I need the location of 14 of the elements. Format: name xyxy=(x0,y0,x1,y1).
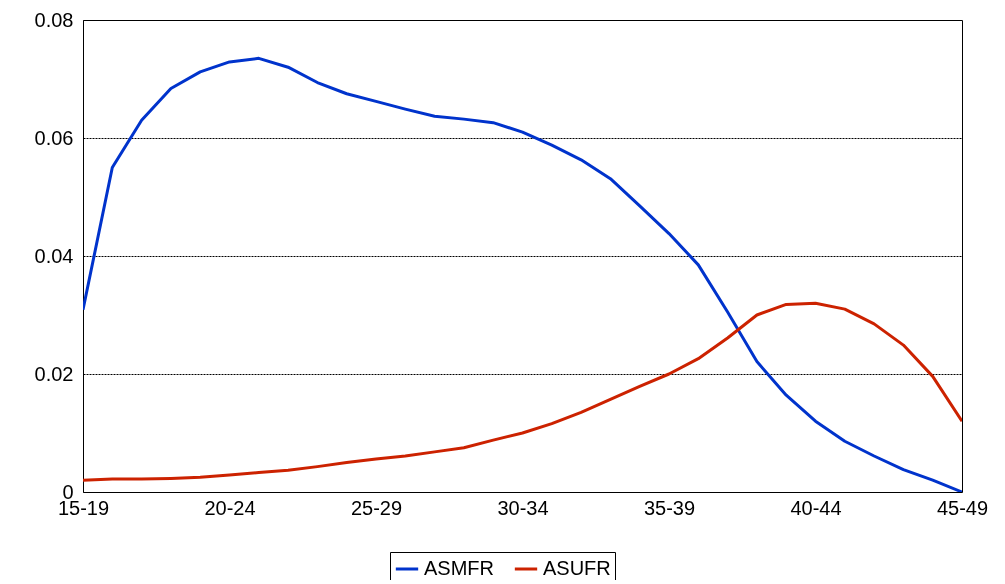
legend-label: ASMFR xyxy=(424,557,494,579)
x-tick-label: 45-49 xyxy=(936,496,989,519)
x-tick-label: 25-29 xyxy=(350,496,403,519)
line-series xyxy=(83,301,962,482)
y-tick-label: 0.04 xyxy=(34,244,74,267)
x-tick-label: 40-44 xyxy=(790,496,842,519)
x-tick-label: 35-39 xyxy=(643,496,696,519)
y-tick-label: 0.08 xyxy=(34,8,74,31)
line-series xyxy=(83,56,962,492)
x-tick-label: 30-34 xyxy=(497,496,549,519)
y-tick-label: 0.06 xyxy=(34,126,74,149)
x-tick-label: 20-24 xyxy=(204,496,256,519)
legend-label: ASUFR xyxy=(543,557,611,579)
y-tick-label: 0.02 xyxy=(34,362,74,385)
